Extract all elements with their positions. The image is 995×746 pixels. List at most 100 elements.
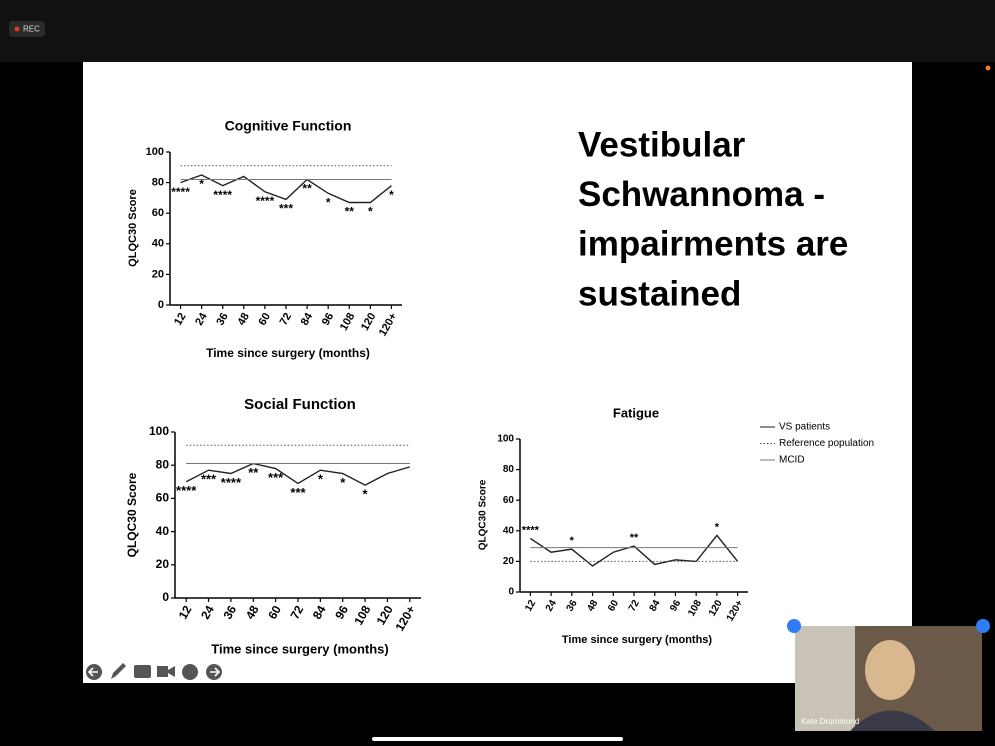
slide-heading: Vestibular Schwannoma - impairments are sus…: [578, 125, 848, 313]
y-axis-label: QLQC30 Score: [478, 479, 489, 550]
y-tick-label: 80: [156, 457, 170, 471]
y-tick-label: 100: [146, 146, 164, 158]
significance-label: *: [363, 487, 369, 502]
y-tick-label: 80: [152, 177, 164, 189]
rec-label: REC: [23, 25, 40, 34]
x-tick-label: 96: [332, 603, 351, 622]
significance-label: *: [715, 521, 720, 533]
expand-button[interactable]: [787, 619, 801, 633]
x-tick-label: 72: [627, 598, 642, 614]
y-axis-label: QLQC30 Score: [125, 472, 139, 557]
x-tick-label: 72: [278, 311, 295, 328]
x-tick-label: 12: [172, 311, 189, 328]
x-tick-label: 48: [243, 603, 262, 622]
slide: [83, 62, 912, 683]
significance-label: ***: [201, 472, 217, 487]
significance-label: **: [302, 182, 312, 196]
series-line: [529, 534, 739, 567]
y-tick-label: 60: [152, 207, 164, 219]
legend-label: Reference population: [779, 438, 874, 449]
chart: Cognitive Function Time since surgery (mo…: [127, 118, 402, 360]
more-button[interactable]: [182, 664, 198, 680]
significance-label: *: [318, 472, 324, 487]
significance-label: ****: [256, 194, 275, 208]
y-tick-label: 40: [503, 525, 515, 536]
y-tick-label: 0: [508, 587, 514, 598]
x-tick-label: 12: [523, 598, 538, 614]
forward-icon: [210, 667, 221, 677]
chart-title: Cognitive Function: [225, 118, 352, 134]
x-tick-label: 24: [198, 603, 217, 622]
collapse-button[interactable]: [976, 619, 990, 633]
y-tick-label: 40: [152, 238, 164, 250]
y-tick-label: 100: [149, 424, 169, 438]
x-tick-label: 36: [565, 598, 580, 614]
chart-title: Fatigue: [613, 405, 659, 420]
x-tick-label: 12: [176, 603, 195, 622]
home-indicator: [372, 737, 623, 741]
significance-label: **: [345, 205, 355, 219]
x-axis-label: Time since surgery (months): [562, 634, 713, 646]
y-tick-label: 0: [162, 590, 169, 604]
x-tick-label: 96: [320, 311, 337, 328]
y-tick-label: 40: [156, 524, 170, 538]
x-axis-label: Time since surgery (months): [206, 346, 370, 360]
status-dot: [985, 65, 991, 71]
participant-name: Kate Drummond: [801, 717, 859, 726]
video-button[interactable]: [157, 666, 168, 677]
chart: Fatigue Time since surgery (months) QLQC30…: [478, 405, 874, 645]
x-tick-label: 84: [310, 603, 329, 622]
chart-title: Social Function: [244, 396, 356, 413]
x-tick-label: 60: [265, 603, 284, 622]
x-tick-label: 24: [544, 598, 559, 614]
x-tick-label: 48: [235, 311, 252, 328]
cc-button[interactable]: [134, 665, 151, 678]
x-tick-label: 72: [288, 603, 307, 622]
y-tick-label: 100: [497, 434, 514, 445]
rec-badge: [9, 21, 45, 37]
person-body: [850, 710, 935, 731]
toolbar: [86, 663, 222, 680]
y-tick-label: 80: [503, 464, 515, 475]
x-tick-label: 36: [214, 311, 231, 328]
rec-dot: [14, 26, 20, 32]
chart: Social Function Time since surgery (month…: [125, 396, 421, 656]
x-tick-label: 96: [668, 598, 683, 614]
series-line: [185, 462, 411, 486]
heading-line: Vestibular: [578, 125, 746, 164]
x-tick-label: 60: [606, 598, 621, 614]
legend-label: VS patients: [779, 422, 830, 433]
video-background: [795, 626, 855, 731]
significance-label: *: [570, 535, 575, 547]
significance-label: **: [248, 465, 259, 480]
significance-label: ****: [171, 185, 190, 199]
y-tick-label: 60: [156, 491, 170, 505]
significance-label: *: [326, 195, 331, 209]
x-tick-label: 84: [648, 598, 663, 614]
y-tick-label: 20: [503, 556, 515, 567]
significance-label: ****: [176, 483, 197, 498]
significance-label: ***: [279, 202, 293, 216]
y-tick-label: 20: [152, 268, 164, 280]
x-tick-label: 36: [220, 603, 239, 622]
back-icon: [87, 667, 98, 677]
pen-button[interactable]: [111, 663, 126, 679]
series-line: [180, 174, 392, 204]
top-bar: [0, 0, 995, 62]
video-icon: [168, 666, 175, 677]
legend-label: MCID: [779, 455, 805, 466]
y-tick-label: 20: [156, 557, 170, 571]
significance-label: ***: [268, 470, 284, 485]
significance-label: *: [389, 188, 394, 202]
heading-line: Schwannoma -: [578, 175, 825, 214]
person: [865, 640, 915, 700]
significance-label: *: [199, 177, 204, 191]
heading-line: impairments are: [578, 225, 848, 264]
y-tick-label: 60: [503, 495, 515, 506]
y-tick-label: 0: [158, 299, 164, 311]
significance-label: *: [368, 205, 373, 219]
significance-label: ****: [213, 188, 232, 202]
significance-label: ***: [290, 485, 306, 500]
heading-line: sustained: [578, 274, 741, 313]
